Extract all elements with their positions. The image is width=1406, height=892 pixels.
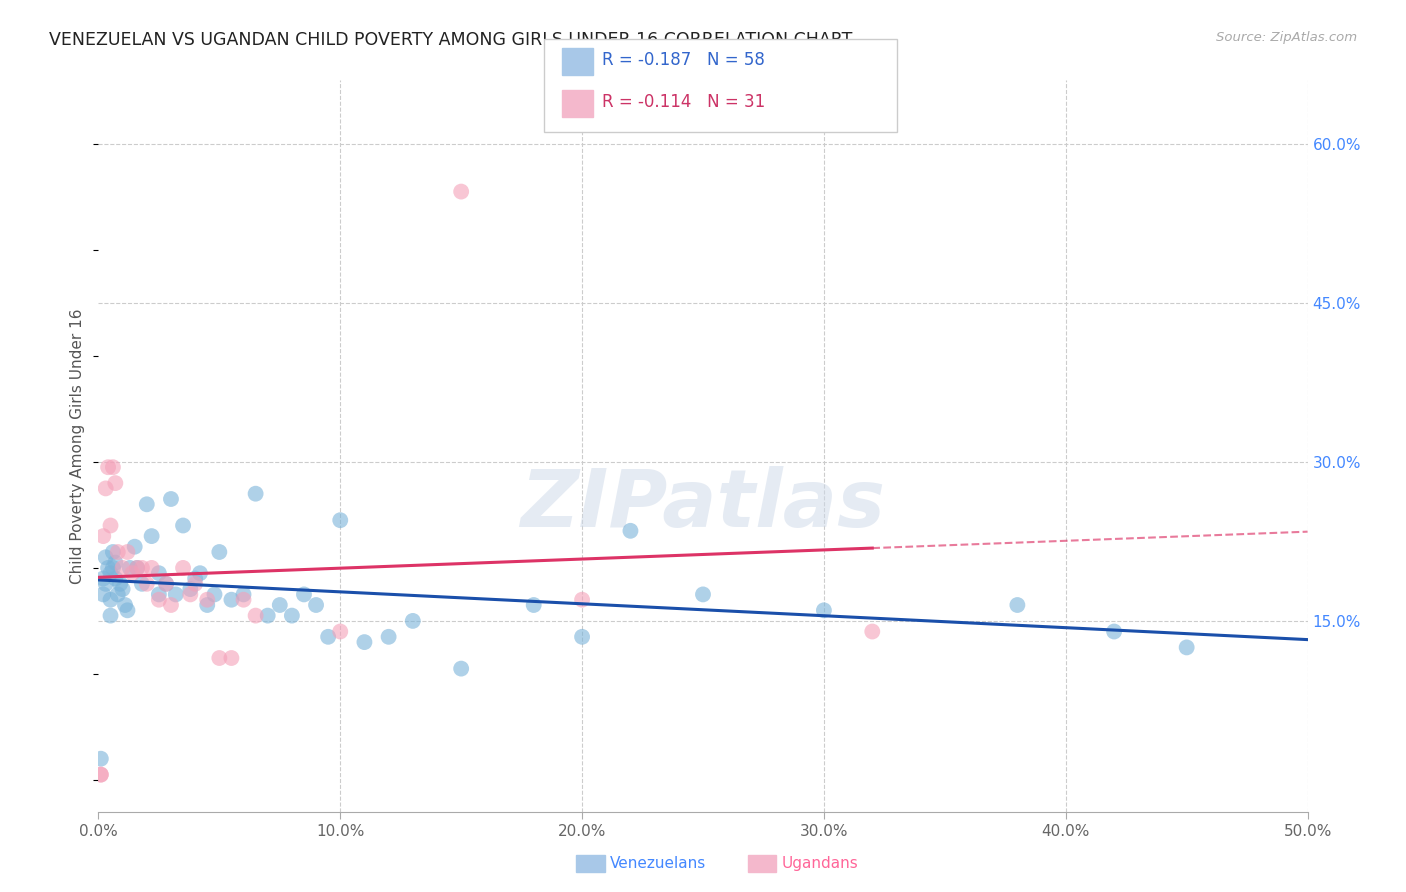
Point: [184, 572, 207, 586]
Point: [232, 592, 254, 607]
Point: [127, 561, 149, 575]
Point: [104, 556, 127, 570]
Point: [118, 561, 141, 575]
Point: [100, 566, 122, 581]
Point: [107, 587, 129, 601]
Point: [450, 662, 472, 676]
Point: [232, 587, 254, 601]
Point: [195, 598, 218, 612]
Point: [141, 529, 163, 543]
Point: [402, 614, 425, 628]
Point: [256, 608, 278, 623]
Point: [172, 518, 194, 533]
Point: [179, 582, 201, 596]
Point: [90, 752, 112, 766]
Y-axis label: Child Poverty Among Girls Under 16: Child Poverty Among Girls Under 16: [70, 309, 86, 583]
Point: [208, 651, 231, 665]
Point: [329, 513, 352, 527]
Text: Ugandans: Ugandans: [782, 856, 859, 871]
Point: [377, 630, 399, 644]
Point: [204, 587, 226, 601]
Point: [221, 651, 243, 665]
Point: [141, 561, 163, 575]
Point: [305, 598, 328, 612]
Point: [316, 630, 339, 644]
Point: [101, 545, 124, 559]
Point: [148, 592, 170, 607]
Point: [135, 576, 157, 591]
Text: Source: ZipAtlas.com: Source: ZipAtlas.com: [1216, 31, 1357, 45]
Text: R = -0.187   N = 58: R = -0.187 N = 58: [602, 51, 765, 69]
Point: [571, 592, 593, 607]
Point: [91, 572, 114, 586]
Point: [160, 491, 183, 506]
Point: [101, 460, 124, 475]
Point: [329, 624, 352, 639]
Point: [90, 767, 112, 781]
Point: [131, 561, 153, 575]
Point: [1102, 624, 1125, 639]
Point: [94, 482, 117, 496]
Point: [281, 608, 304, 623]
Point: [245, 486, 267, 500]
Point: [104, 572, 127, 586]
Text: Venezuelans: Venezuelans: [610, 856, 706, 871]
Point: [813, 603, 835, 617]
Point: [523, 598, 546, 612]
Point: [117, 603, 139, 617]
Point: [100, 518, 122, 533]
Point: [100, 592, 122, 607]
Point: [91, 529, 114, 543]
Point: [111, 582, 134, 596]
Point: [165, 587, 187, 601]
Point: [188, 566, 211, 581]
Point: [571, 630, 593, 644]
Point: [94, 576, 117, 591]
Point: [1007, 598, 1029, 612]
Point: [292, 587, 315, 601]
Point: [121, 566, 143, 581]
Point: [91, 587, 114, 601]
Point: [450, 185, 472, 199]
Point: [114, 598, 136, 612]
Point: [124, 540, 146, 554]
Point: [148, 587, 170, 601]
Point: [692, 587, 714, 601]
Point: [619, 524, 641, 538]
Point: [860, 624, 883, 639]
Point: [195, 592, 218, 607]
Point: [221, 592, 243, 607]
Point: [245, 608, 267, 623]
Point: [208, 545, 231, 559]
Point: [160, 598, 183, 612]
Text: VENEZUELAN VS UGANDAN CHILD POVERTY AMONG GIRLS UNDER 16 CORRELATION CHART: VENEZUELAN VS UGANDAN CHILD POVERTY AMON…: [49, 31, 852, 49]
Point: [155, 576, 177, 591]
Point: [172, 561, 194, 575]
Point: [135, 497, 157, 511]
Point: [148, 566, 170, 581]
Text: ZIPatlas: ZIPatlas: [520, 466, 886, 543]
Point: [1175, 640, 1198, 655]
Point: [127, 561, 149, 575]
Point: [100, 608, 122, 623]
Point: [131, 576, 153, 591]
Point: [97, 460, 120, 475]
Point: [111, 561, 134, 575]
Point: [97, 561, 120, 575]
Point: [101, 561, 124, 575]
Text: R = -0.114   N = 31: R = -0.114 N = 31: [602, 93, 765, 111]
Point: [107, 545, 129, 559]
Point: [184, 576, 207, 591]
Point: [108, 576, 131, 591]
Point: [269, 598, 291, 612]
Point: [117, 545, 139, 559]
Point: [353, 635, 375, 649]
Point: [90, 767, 112, 781]
Point: [155, 576, 177, 591]
Point: [94, 550, 117, 565]
Point: [179, 587, 201, 601]
Point: [104, 476, 127, 491]
